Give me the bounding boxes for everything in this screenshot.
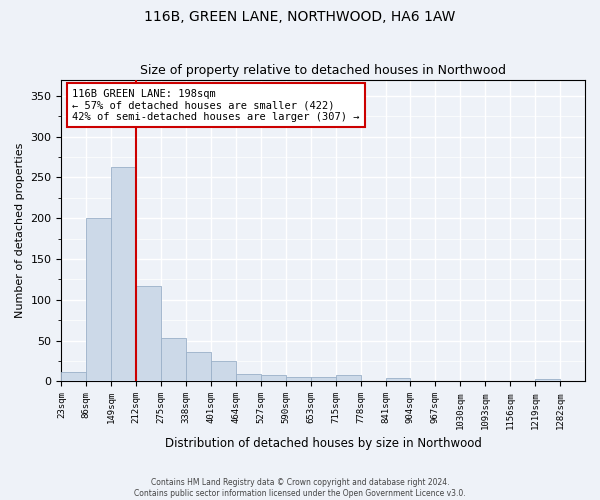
Bar <box>335 375 361 382</box>
Text: Contains HM Land Registry data © Crown copyright and database right 2024.
Contai: Contains HM Land Registry data © Crown c… <box>134 478 466 498</box>
Bar <box>311 377 335 382</box>
Text: 116B GREEN LANE: 198sqm
← 57% of detached houses are smaller (422)
42% of semi-d: 116B GREEN LANE: 198sqm ← 57% of detache… <box>72 88 359 122</box>
X-axis label: Distribution of detached houses by size in Northwood: Distribution of detached houses by size … <box>165 437 482 450</box>
Title: Size of property relative to detached houses in Northwood: Size of property relative to detached ho… <box>140 64 506 77</box>
Bar <box>86 218 111 382</box>
Bar <box>136 286 161 382</box>
Bar <box>211 361 236 382</box>
Bar <box>286 377 311 382</box>
Bar <box>111 167 136 382</box>
Y-axis label: Number of detached properties: Number of detached properties <box>15 143 25 318</box>
Bar <box>236 374 261 382</box>
Text: 116B, GREEN LANE, NORTHWOOD, HA6 1AW: 116B, GREEN LANE, NORTHWOOD, HA6 1AW <box>145 10 455 24</box>
Bar <box>261 375 286 382</box>
Bar <box>535 379 560 382</box>
Bar <box>61 372 86 382</box>
Bar <box>161 338 186 382</box>
Bar <box>386 378 410 382</box>
Bar <box>186 352 211 382</box>
